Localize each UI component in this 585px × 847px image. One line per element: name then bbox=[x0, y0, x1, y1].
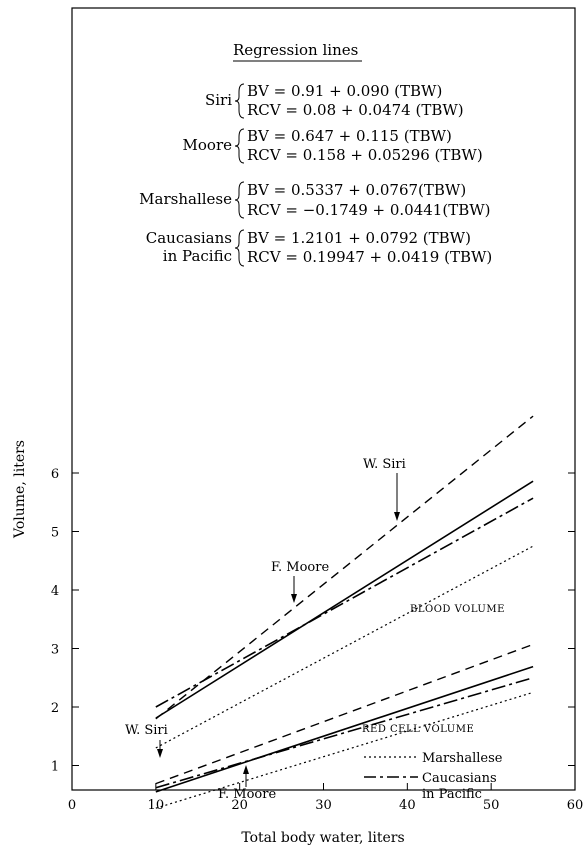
y-tick-label: 3 bbox=[51, 643, 59, 658]
moore-brace bbox=[234, 128, 245, 164]
caucasians-brace bbox=[234, 229, 245, 267]
annotations: W. Siri F. Moore BLOOD VOLUME W. Siri F.… bbox=[125, 457, 505, 802]
x-axis-title: Total body water, liters bbox=[241, 830, 404, 846]
y-tick-label: 1 bbox=[51, 760, 59, 775]
f-moore-top-label: F. Moore bbox=[271, 560, 329, 575]
red-cell-volume-label: RED CELL VOLUME bbox=[362, 724, 474, 735]
series-line-moore-bv bbox=[155, 415, 534, 720]
f-moore-bottom-arrowhead bbox=[243, 765, 249, 774]
marshallese-brace bbox=[234, 181, 245, 219]
y-tick-label: 2 bbox=[51, 701, 59, 716]
y-axis-title: Volume, liters bbox=[12, 440, 28, 539]
series-line-siri-bv bbox=[155, 480, 534, 719]
regression-title: Regression lines bbox=[233, 41, 358, 59]
siri-group-label: Siri bbox=[205, 91, 232, 109]
caucasians-rcv-equation: RCV = 0.19947 + 0.0419 (TBW) bbox=[247, 248, 492, 266]
x-tick-label: 50 bbox=[483, 798, 500, 813]
legend-marshallese-label: Marshallese bbox=[422, 751, 503, 766]
series-line-marshallese-bv bbox=[155, 545, 534, 749]
x-tick-label: 40 bbox=[399, 798, 416, 813]
plot-frame bbox=[71, 7, 576, 791]
x-tick-label: 60 bbox=[567, 798, 584, 813]
siri-bv-equation: BV = 0.91 + 0.090 (TBW) bbox=[247, 82, 442, 100]
siri-rcv-equation: RCV = 0.08 + 0.0474 (TBW) bbox=[247, 101, 464, 119]
w-siri-top-arrowhead bbox=[394, 512, 400, 521]
caucasians-group-label-line2: in Pacific bbox=[163, 247, 232, 265]
x-tick-label: 30 bbox=[315, 798, 332, 813]
y-tick-label: 4 bbox=[51, 584, 59, 599]
legend-caucasians-label: Caucasians bbox=[422, 771, 497, 786]
moore-rcv-equation: RCV = 0.158 + 0.05296 (TBW) bbox=[247, 146, 483, 164]
series-line-caucasians-in-pacific-rcv bbox=[155, 676, 534, 789]
x-tick-label: 10 bbox=[148, 798, 165, 813]
blood-volume-label: BLOOD VOLUME bbox=[410, 604, 505, 615]
regression-legend-block: Regression lines Siri BV = 0.91 + 0.090 … bbox=[139, 41, 492, 267]
legend-caucasians-label-line2: in Pacific bbox=[422, 787, 482, 802]
axes: 0 10 20 30 40 50 60 1 2 3 4 5 6 bbox=[51, 467, 583, 813]
x-tick-label: 0 bbox=[68, 798, 76, 813]
y-tick-label: 6 bbox=[51, 467, 59, 482]
w-siri-top-label: W. Siri bbox=[363, 457, 406, 472]
series-line-marshallese-rcv bbox=[155, 691, 534, 809]
f-moore-bottom-label: F. Moore bbox=[218, 787, 276, 802]
siri-brace bbox=[234, 83, 245, 119]
w-siri-bottom-label: W. Siri bbox=[125, 723, 168, 738]
moore-bv-equation: BV = 0.647 + 0.115 (TBW) bbox=[247, 127, 452, 145]
series-line-moore-rcv bbox=[155, 643, 534, 785]
f-moore-top-arrowhead bbox=[291, 594, 297, 603]
marshallese-bv-equation: BV = 0.5337 + 0.0767(TBW) bbox=[247, 181, 466, 199]
x-tick-label: 20 bbox=[231, 798, 248, 813]
caucasians-group-label: Caucasians bbox=[146, 229, 232, 247]
y-tick-label: 5 bbox=[51, 526, 59, 541]
series-line-siri-rcv bbox=[155, 665, 534, 793]
regression-lines bbox=[155, 415, 534, 809]
moore-group-label: Moore bbox=[183, 136, 233, 154]
line-style-legend: Marshallese Caucasians in Pacific bbox=[364, 751, 503, 802]
marshallese-group-label: Marshallese bbox=[139, 190, 232, 208]
caucasians-bv-equation: BV = 1.2101 + 0.0792 (TBW) bbox=[247, 229, 471, 247]
series-line-caucasians-in-pacific-bv bbox=[155, 497, 534, 708]
w-siri-bottom-arrowhead bbox=[157, 749, 163, 758]
marshallese-rcv-equation: RCV = −0.1749 + 0.0441(TBW) bbox=[247, 201, 491, 219]
